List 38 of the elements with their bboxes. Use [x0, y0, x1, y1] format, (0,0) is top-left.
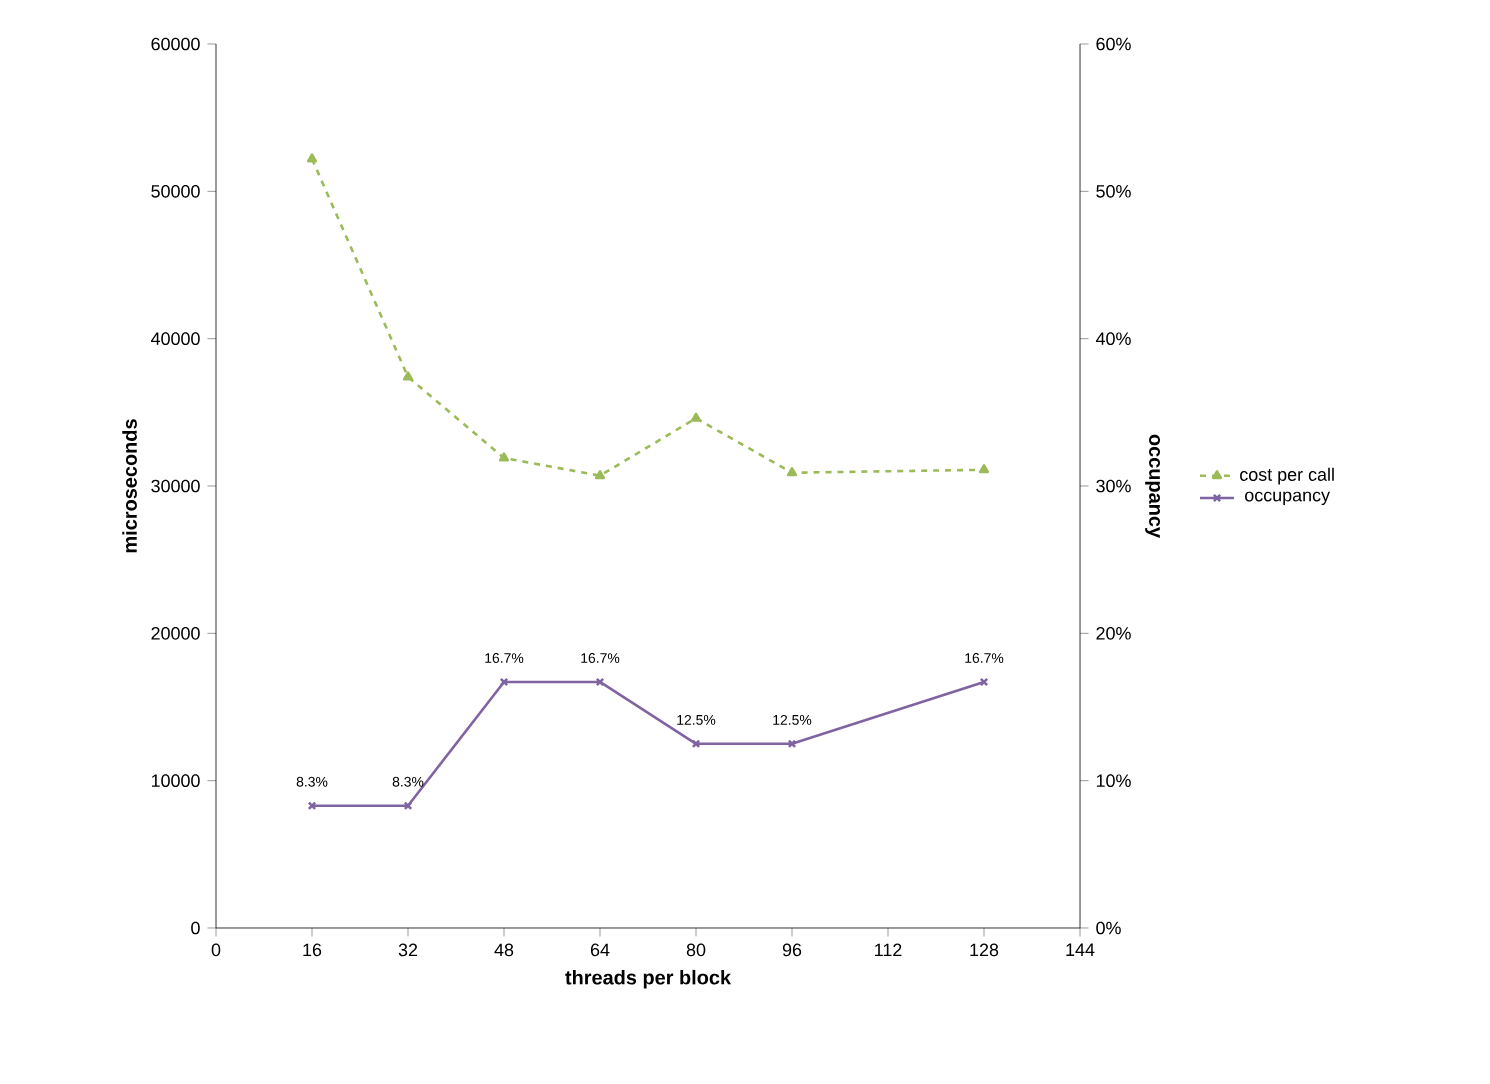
x-tick-label: 112 [875, 943, 902, 957]
x-tick-label: 144 [1066, 943, 1095, 956]
legend-label: cost per call [1240, 467, 1334, 485]
y2-tick-label: 30% [1096, 479, 1131, 493]
point [594, 470, 606, 480]
point [498, 452, 510, 462]
x-tick-label: 128 [970, 943, 999, 957]
x-axis-title: threads per block [565, 969, 732, 989]
point [787, 739, 797, 749]
point [690, 412, 702, 422]
point [306, 153, 318, 163]
x-tick-label: 32 [398, 943, 418, 957]
y2-tick-label: 60% [1096, 37, 1131, 51]
y2-tick-label: 20% [1096, 626, 1131, 640]
y-tick-label: 0 [191, 921, 200, 935]
y-axis-title: microseconds [122, 419, 137, 553]
legend-label: occupancy [1245, 491, 1330, 506]
point [402, 371, 414, 381]
y2-tick-label: 10% [1096, 774, 1131, 788]
x-tick-label: 16 [303, 943, 322, 957]
y2-tick-label: 0% [1096, 921, 1121, 935]
x-tick-label: 96 [782, 943, 802, 957]
y-tick-label: 30000 [151, 479, 200, 493]
x-tick-label: 64 [590, 943, 610, 957]
x-tick-label: 0 [211, 943, 221, 957]
y-tick-label: 60000 [151, 37, 200, 51]
y-tick-label: 20000 [151, 626, 200, 640]
y2-axis-title: occupancy [1145, 434, 1161, 538]
point [691, 739, 701, 749]
x-tick-label: 48 [494, 943, 514, 957]
point [786, 467, 798, 477]
x-tick-label: 80 [686, 943, 706, 957]
y-tick-label: 50000 [151, 184, 200, 198]
point [978, 464, 990, 474]
y-tick-label: 40000 [151, 332, 200, 346]
y2-tick-label: 40% [1095, 332, 1131, 346]
y-tick-label: 10000 [151, 774, 200, 788]
y2-tick-label: 50% [1096, 184, 1131, 198]
